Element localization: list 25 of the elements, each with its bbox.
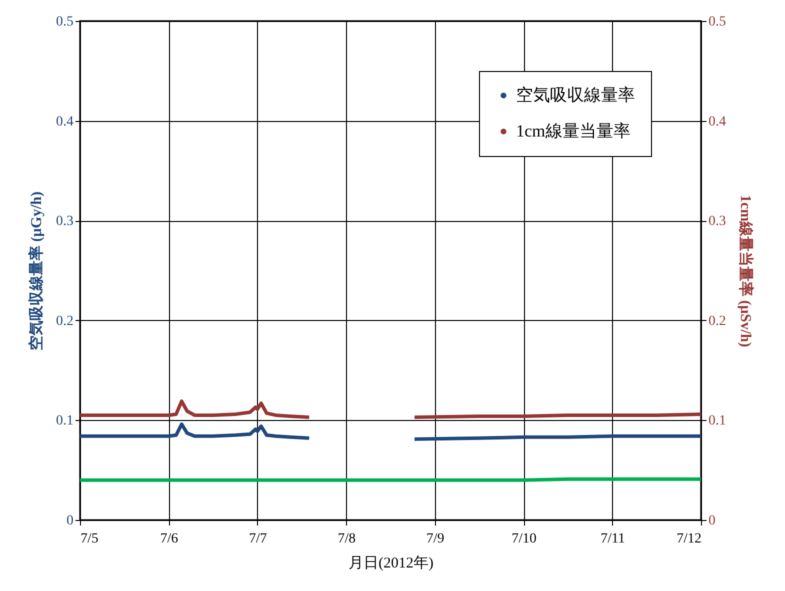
x-tick-label: 7/10: [512, 532, 537, 546]
x-axis-title: 月日(2012年): [348, 554, 434, 572]
x-tick-label: 7/9: [426, 532, 444, 546]
legend-label: 空気吸収線量率: [516, 86, 635, 104]
x-tick-label: 7/12: [676, 532, 702, 546]
x-tick-label: 7/7: [248, 532, 267, 546]
y-tick-label: 0.5: [56, 14, 74, 30]
y-tick-label: 0.2: [56, 314, 74, 329]
x-tick-label: 7/8: [338, 532, 356, 546]
x-tick-label: 7/5: [80, 532, 98, 546]
y-tick-label: 0: [66, 514, 74, 528]
y-tick-label: 0.3: [56, 214, 74, 230]
y2-tick-label: 0: [708, 514, 716, 528]
y2-tick-label: 0.2: [708, 314, 726, 329]
y-tick-label: 0.4: [56, 114, 74, 130]
y2-tick-label: 0.4: [708, 114, 726, 130]
x-tick-label: 7/11: [600, 532, 625, 546]
y-axis-title: 空気吸収線量率 (μGy/h): [27, 192, 45, 350]
y2-tick-label: 0.5: [708, 14, 726, 30]
legend-label: 1cm線量当量率: [516, 122, 630, 140]
y2-axis-title: 1cm線量当量率 (μSv/h): [737, 194, 755, 348]
x-tick-label: 7/6: [160, 532, 178, 546]
y2-tick-label: 0.3: [708, 214, 726, 230]
y-tick-label: 0.1: [56, 414, 74, 429]
y2-tick-label: 0.1: [708, 414, 726, 429]
